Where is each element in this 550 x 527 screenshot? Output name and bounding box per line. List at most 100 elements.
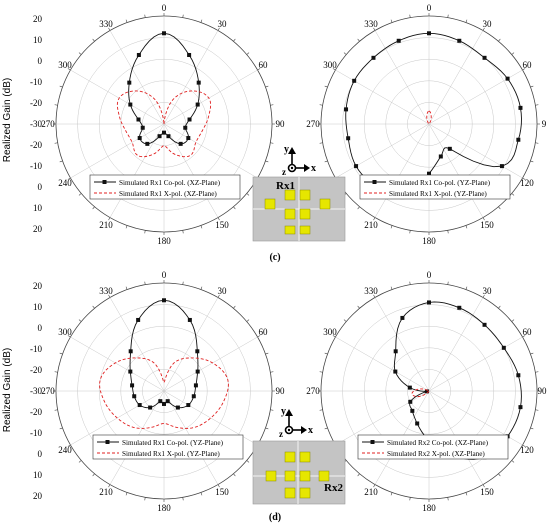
angle-label: 30: [483, 286, 493, 296]
angle-tick: [324, 85, 328, 88]
grid-spoke: [109, 297, 165, 392]
legend-entry: Simulated Rx2 Co-pol. (XZ-Plane): [387, 439, 489, 447]
angle-tick: [447, 497, 449, 501]
angle-label: 300: [323, 60, 337, 70]
data-point: [178, 141, 183, 146]
y-tick-d-0: 20: [33, 281, 43, 291]
antenna-label-rx2: Rx2: [324, 482, 343, 494]
angle-label: 120: [520, 178, 534, 188]
angle-tick: [511, 460, 515, 463]
data-point: [148, 405, 153, 410]
angle-tick: [319, 371, 323, 373]
angle-tick: [59, 85, 63, 88]
angle-tick: [257, 68, 261, 71]
legend-c-right: Simulated Rx1 Co-pol. (YZ-Plane) Simulat…: [359, 174, 511, 200]
grid-spoke: [109, 30, 165, 125]
y-tick-d-2: 0: [38, 323, 43, 333]
data-point: [187, 317, 192, 322]
angle-tick: [447, 14, 449, 18]
angle-tick: [200, 19, 203, 23]
data-point: [136, 52, 141, 57]
y-axis-ticks-c: 20 10 0 -10 -20 -30 -20 -10 0 10 20: [30, 14, 43, 234]
angle-label: 0: [427, 3, 432, 13]
angle-label: 30: [218, 19, 228, 29]
legend-d-left: Simulated Rx1 Co-pol. (YZ-Plane) Simulat…: [92, 434, 244, 460]
axis-label-x: x: [308, 425, 313, 436]
angle-tick: [144, 14, 146, 18]
angle-tick: [200, 225, 203, 229]
angle-tick: [482, 217, 485, 221]
angle-tick: [92, 206, 95, 210]
y-tick-d-5: -30: [30, 386, 42, 396]
y-tick-c-3: -10: [30, 77, 42, 87]
angle-tick: [78, 460, 82, 463]
angle-tick: [270, 409, 274, 411]
angle-tick: [78, 319, 82, 322]
angle-label: 240: [58, 178, 72, 188]
angle-tick: [498, 38, 501, 42]
angle-tick: [390, 225, 393, 229]
angle-label: 180: [422, 503, 436, 513]
panel-d: Realized Gain (dB) 20 10 0 -10 -20 -30 -…: [2, 270, 547, 523]
grid-spoke: [163, 69, 258, 125]
grid-spoke: [70, 69, 165, 125]
angle-tick: [108, 27, 111, 31]
data-point: [408, 399, 413, 404]
grid-spoke: [374, 297, 430, 392]
panel-label-c: (c): [269, 252, 280, 263]
axis-label-x: x: [311, 163, 316, 174]
data-point: [162, 130, 166, 135]
angle-tick: [233, 473, 236, 477]
y-tick-c-1: 10: [33, 35, 43, 45]
angle-label: 300: [58, 327, 72, 337]
series-line: [99, 357, 229, 429]
angle-label: 9: [542, 119, 547, 129]
angle-tick: [265, 85, 269, 88]
angle-tick: [270, 371, 274, 373]
angle-label: 120: [520, 445, 534, 455]
angle-tick: [217, 217, 220, 221]
angle-tick: [246, 319, 250, 322]
polar-series: [344, 31, 523, 200]
polar-chart-d-left: [53, 280, 275, 502]
data-point: [393, 369, 398, 374]
data-point: [195, 369, 200, 374]
series-line: [411, 388, 430, 397]
data-point: [371, 55, 376, 60]
angle-tick: [324, 160, 328, 163]
angle-tick: [357, 206, 360, 210]
angle-label: 180: [157, 503, 171, 513]
angle-tick: [343, 52, 347, 55]
angle-tick: [409, 14, 411, 18]
angle-tick: [357, 38, 360, 42]
axis-label-z: z: [279, 429, 283, 439]
angle-tick: [465, 225, 468, 229]
angle-label: 300: [58, 60, 72, 70]
polar-chart-c-right: [318, 13, 540, 235]
data-point: [128, 369, 133, 374]
data-point: [162, 298, 166, 303]
angle-tick: [511, 52, 515, 55]
angle-tick: [535, 104, 539, 106]
angle-label: 30: [483, 19, 493, 29]
data-point: [424, 389, 429, 394]
angle-tick: [522, 335, 526, 338]
data-point: [137, 136, 142, 141]
angle-tick: [217, 294, 220, 298]
data-point: [128, 349, 133, 354]
y-tick-c-5: -30: [30, 119, 42, 129]
data-point: [438, 154, 443, 159]
angle-tick: [343, 319, 347, 322]
data-point: [157, 134, 162, 139]
legend-c-left: Simulated Rx1 Co-pol. (XZ-Plane) Simulat…: [89, 174, 241, 200]
angle-tick: [200, 286, 203, 290]
angle-label: 180: [422, 236, 436, 246]
polar-series: [116, 31, 212, 158]
polar-grid: [318, 13, 540, 235]
grid-spoke: [428, 30, 484, 125]
angle-tick: [182, 14, 184, 18]
data-point: [457, 305, 462, 310]
y-tick-c-4: -20: [30, 98, 42, 108]
angle-label: 210: [99, 487, 113, 497]
y-axis-ticks-d: 20 10 0 -10 -20 -30 -20 -10 0 10 20: [30, 281, 43, 501]
